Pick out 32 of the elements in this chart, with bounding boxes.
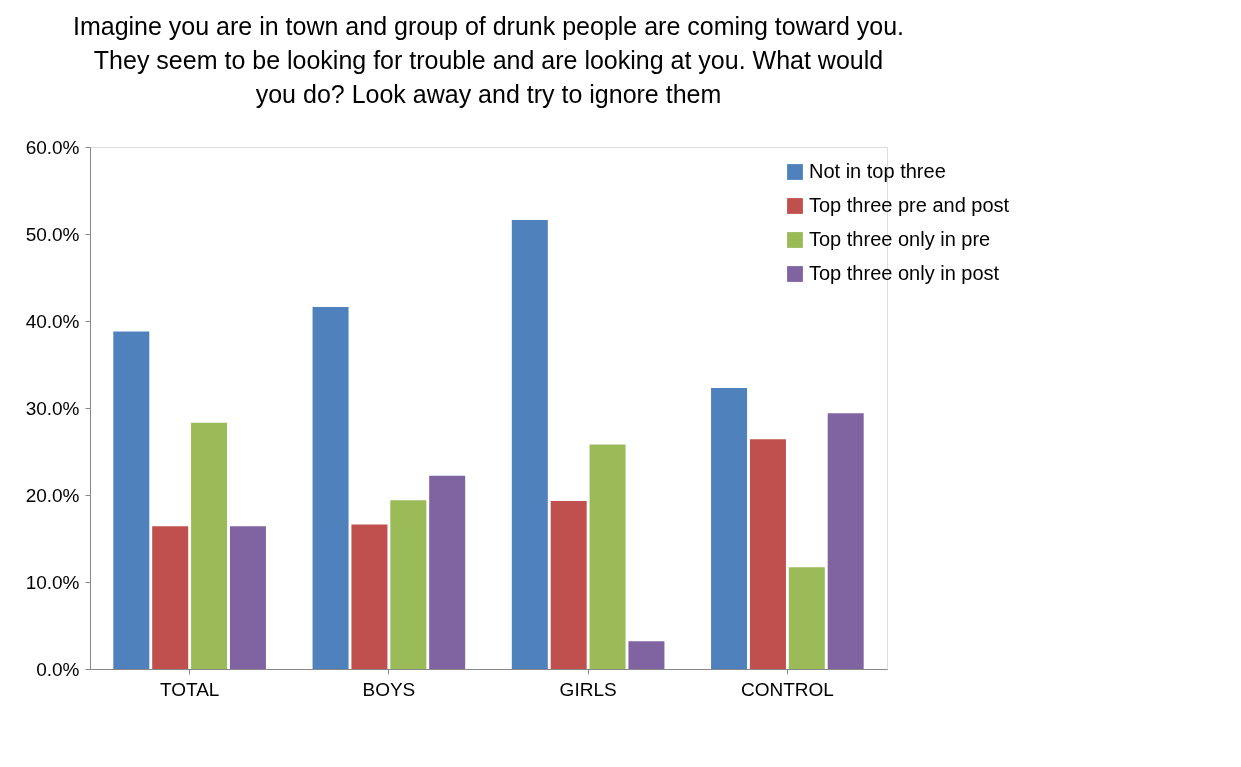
legend-label: Not in top three xyxy=(809,160,946,182)
legend-label: Top three pre and post xyxy=(809,194,1010,216)
bar xyxy=(312,307,349,669)
bar xyxy=(229,526,266,669)
x-tick-label: TOTAL xyxy=(159,678,220,700)
bar xyxy=(390,500,427,669)
y-tick-label: 0.0% xyxy=(36,658,80,680)
bar xyxy=(191,422,228,669)
bar xyxy=(749,439,786,669)
x-tick-label: CONTROL xyxy=(740,678,834,700)
bar xyxy=(711,387,748,669)
bar xyxy=(550,501,587,669)
bar xyxy=(152,526,189,669)
bar xyxy=(628,641,665,669)
x-tick-label: BOYS xyxy=(362,678,416,700)
y-tick-label: 10.0% xyxy=(25,571,80,593)
bar xyxy=(351,524,388,669)
y-tick-label: 30.0% xyxy=(25,397,80,419)
bar xyxy=(827,413,864,669)
y-tick-label: 40.0% xyxy=(25,310,80,332)
chart-title: Imagine you are in town and group of drunk people are coming toward you. They seem to be looking for trouble and are looking at you. What would you do? Look away and try to ignore them xyxy=(72,12,905,108)
y-tick-label: 50.0% xyxy=(25,223,80,245)
bar xyxy=(113,331,150,669)
x-tick-label: GIRLS xyxy=(559,678,617,700)
legend-label: Top three only in post xyxy=(809,262,1000,284)
bar xyxy=(511,220,548,669)
y-tick-label: 60.0% xyxy=(25,136,80,158)
legend-label: Top three only in pre xyxy=(809,228,991,250)
bar xyxy=(429,475,466,669)
y-tick-label: 20.0% xyxy=(25,484,80,506)
bar xyxy=(788,567,825,669)
bar xyxy=(589,444,626,669)
